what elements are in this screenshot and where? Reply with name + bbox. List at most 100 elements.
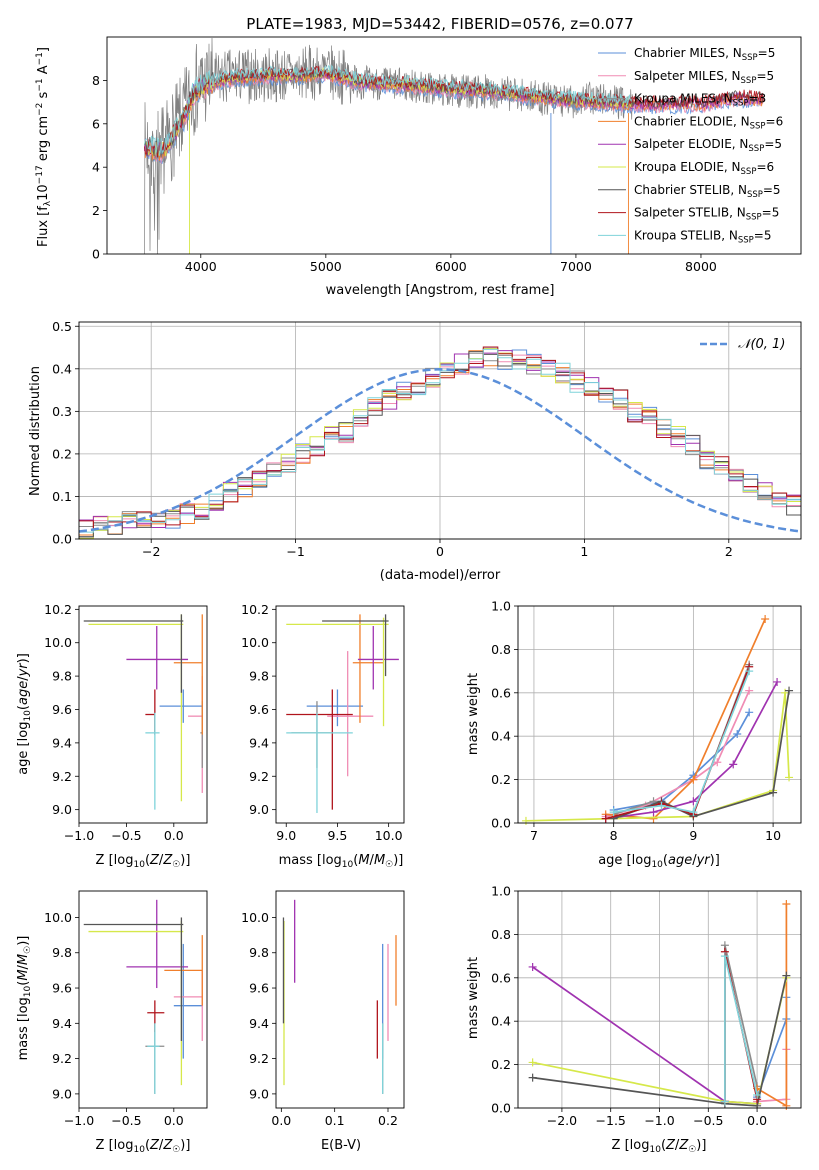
mw-marker-chabrier-miles	[745, 708, 754, 717]
x-tick-label: 0.0	[271, 1113, 291, 1128]
mw-line-salpeter-miles	[605, 690, 750, 818]
axes-frame	[275, 890, 405, 1109]
x-tick-label: 4000	[185, 259, 217, 274]
x-tick-label: 0.1	[325, 1113, 345, 1128]
mw-marker-chabrier-stelib	[785, 686, 794, 695]
legend-label-kroupa-elodie: Kroupa ELODIE, NSSP=6	[634, 160, 774, 177]
y-tick-label: 9.2	[249, 769, 269, 784]
y-tick-label: 2	[92, 203, 100, 218]
errorbars	[282, 899, 397, 1094]
spectrum-lines	[144, 37, 764, 254]
y-tick-label: 0	[92, 247, 100, 262]
mw-marker-kroupa-stelib	[689, 808, 698, 817]
y-tick-label: 0.8	[491, 642, 511, 657]
normal-legend-label: 𝒩(0, 1)	[738, 337, 785, 352]
mw-marker-chabrier-elodie	[782, 1101, 791, 1110]
y-tick-label: 0.6	[491, 970, 511, 985]
mw-marker-chabrier-elodie	[689, 775, 698, 784]
y-tick-label: 0.6	[491, 685, 511, 700]
x-tick-label: 8000	[685, 259, 717, 274]
y-tick-label: 9.4	[249, 1016, 269, 1031]
x-tick-label: 5000	[310, 259, 342, 274]
mw-line-salpeter-elodie	[532, 966, 758, 1105]
x-tick-label: 2	[725, 544, 733, 559]
normal-legend: 𝒩(0, 1)	[700, 337, 785, 352]
mw-marker-chabrier-elodie	[782, 900, 791, 909]
mw-marker-chabrier-stelib	[782, 971, 791, 980]
x-tick-label: 10.0	[375, 828, 403, 843]
legend-label-salpeter-miles: Salpeter MILES, NSSP=5	[634, 69, 774, 86]
mw-marker-salpeter-elodie	[528, 962, 537, 971]
residuals-ylabel: Normed distribution	[28, 366, 43, 496]
y-tick-label: 9.4	[249, 735, 269, 750]
axes-frame	[517, 605, 802, 824]
y-tick-label: 9.6	[249, 981, 269, 996]
massweight-vs-age-panel: 7 8 9 10 0.0 0.2 0.4 0.6 0.8 1.0 age [log10(age/y…	[466, 599, 802, 870]
y-tick-label: 9.4	[52, 1016, 72, 1031]
x-tick-label: −1.5	[596, 1113, 626, 1128]
axes-frame	[78, 321, 802, 540]
mw-marker-salpeter-miles	[713, 758, 722, 767]
y-tick-label: 0.0	[491, 816, 511, 831]
spectrum-panel: PLATE=1983, MJD=53442, FIBERID=0576, z=0…	[35, 15, 802, 298]
y-tick-label: 0.0	[52, 532, 72, 547]
axes-frame	[78, 605, 208, 824]
mass-vs-z-xlabel: Z [log10(Z/Z☉)]	[96, 1138, 191, 1155]
observed-spectrum	[144, 37, 633, 254]
age-vs-z-ylabel: age [log10(age/yr)]	[16, 653, 33, 775]
spectrum-legend: Chabrier MILES, NSSP=5 Salpeter MILES, NS…	[598, 46, 783, 245]
legend-label-kroupa-stelib: Kroupa STELIB, NSSP=5	[634, 228, 772, 245]
massweight-vs-age-xlabel: age [log10(age/yr)]	[598, 853, 720, 870]
age-vs-mass-xlabel: mass [log10(M/M☉)]	[279, 853, 404, 870]
age-vs-z-xlabel: Z [log10(Z/Z☉)]	[96, 853, 191, 870]
mw-line-chabrier-stelib	[532, 975, 788, 1107]
spectrum-xlabel: wavelength [Angstrom, rest frame]	[326, 283, 555, 298]
y-tick-label: 0.4	[52, 361, 72, 376]
mw-marker-chabrier-stelib	[528, 1073, 537, 1082]
legend-label-chabrier-miles: Chabrier MILES, NSSP=5	[634, 46, 775, 63]
histograms	[79, 346, 801, 539]
mw-marker-salpeter-elodie	[729, 760, 738, 769]
x-tick-label: −1.0	[644, 1113, 674, 1128]
mw-marker-kroupa-stelib	[720, 952, 729, 961]
mw-line-chabrier-miles	[613, 711, 750, 811]
legend-label-kroupa-miles: Kroupa MILES, NSSP=3	[634, 92, 766, 109]
mw-marker-kroupa-stelib	[657, 801, 666, 810]
y-tick-label: 0.2	[52, 446, 72, 461]
mw-marker-kroupa-elodie	[785, 773, 794, 782]
x-tick-label: 6000	[435, 259, 467, 274]
x-tick-label: −0.5	[693, 1113, 723, 1128]
residuals-xlabel: (data-model)/error	[380, 568, 501, 583]
x-tick-label: 8	[610, 828, 618, 843]
errorbars	[286, 614, 399, 813]
y-tick-label: 9.0	[249, 802, 269, 817]
x-tick-label: 10	[765, 828, 781, 843]
y-tick-label: 9.4	[52, 735, 72, 750]
x-tick-label: 9.0	[276, 828, 296, 843]
mass-vs-ebv-xlabel: E(B-V)	[321, 1138, 361, 1153]
x-tick-label: −1.0	[64, 828, 94, 843]
x-tick-label: 7000	[560, 259, 592, 274]
x-tick-label: 0.0	[164, 828, 184, 843]
y-tick-label: 6	[92, 116, 100, 131]
mass-vs-z-panel: −1.0 −0.5 0.0 9.0 9.2 9.4 9.6 9.8 10.0 Z [log10(…	[16, 890, 208, 1155]
mw-marker-salpeter-stelib	[601, 814, 610, 823]
mw-line-chabrier-elodie	[605, 618, 766, 820]
x-tick-label: 1	[580, 544, 588, 559]
y-tick-label: 8	[92, 73, 100, 88]
axes-frame	[78, 890, 208, 1109]
y-tick-label: 9.6	[249, 702, 269, 717]
mw-marker-salpeter-miles	[745, 686, 754, 695]
mw-marker-kroupa-elodie	[521, 816, 530, 825]
x-tick-label: −0.5	[111, 1113, 141, 1128]
mass-weight-series	[528, 900, 791, 1110]
mw-marker-chabrier-miles	[733, 730, 742, 739]
x-tick-label: 0.0	[164, 1113, 184, 1128]
x-tick-label: −2	[142, 544, 160, 559]
residuals-panel: −2 −1 0 1 2 0.0 0.1 0.2 0.3 0.4 0.5 (data-model)/e…	[28, 319, 802, 583]
legend-label-chabrier-elodie: Chabrier ELODIE, NSSP=6	[634, 114, 783, 131]
y-tick-label: 9.8	[249, 669, 269, 684]
histogram-kroupa-stelib	[79, 348, 801, 533]
mw-line-kroupa-stelib	[613, 670, 750, 814]
